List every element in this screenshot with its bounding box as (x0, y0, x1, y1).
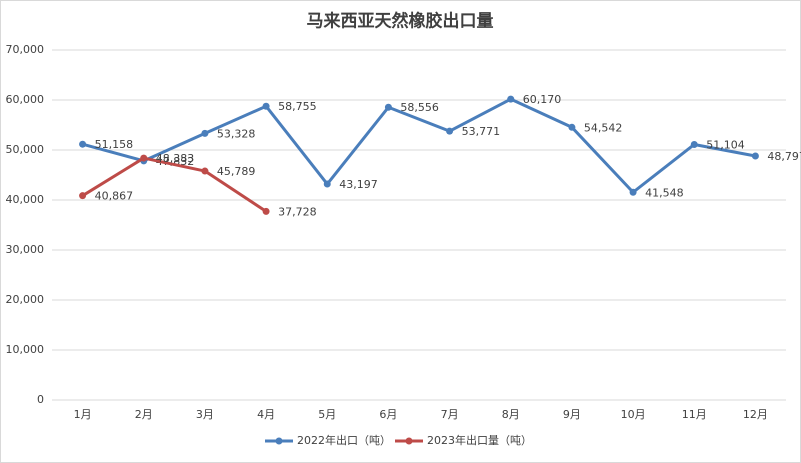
data-point (79, 140, 87, 148)
series-line (82, 97, 756, 194)
x-tick-label: 8月 (502, 408, 520, 421)
y-tick-label: 20,000 (6, 293, 45, 306)
y-tick-label: 60,000 (6, 93, 45, 106)
x-tick-label: 11月 (682, 408, 707, 421)
x-tick-label: 3月 (196, 408, 214, 421)
x-tick-label: 10月 (621, 408, 646, 421)
x-tick-label: 9月 (563, 408, 581, 421)
legend-marker (275, 437, 283, 445)
data-label: 41,548 (645, 186, 684, 199)
legend-label: 2023年出口量（吨） (427, 433, 532, 447)
legend-marker (405, 437, 413, 445)
data-label: 48,383 (156, 152, 195, 165)
data-point (262, 207, 270, 215)
series-line (81, 156, 267, 213)
data-label: 37,728 (278, 205, 317, 218)
data-point (140, 154, 148, 162)
data-point (384, 103, 392, 111)
data-point (690, 140, 698, 148)
data-label: 58,755 (278, 100, 317, 113)
data-point (262, 102, 270, 110)
data-point (507, 95, 515, 103)
y-tick-label: 50,000 (6, 143, 45, 156)
x-tick-label: 4月 (257, 408, 275, 421)
data-point (629, 188, 637, 196)
x-tick-label: 5月 (318, 408, 336, 421)
x-tick-label: 12月 (743, 408, 768, 421)
y-tick-label: 10,000 (6, 343, 45, 356)
data-point (201, 129, 209, 137)
x-tick-label: 2月 (135, 408, 153, 421)
data-point (751, 152, 759, 160)
x-tick-label: 1月 (74, 408, 92, 421)
chart-title: 马来西亚天然橡胶出口量 (307, 11, 494, 32)
data-point (446, 127, 454, 135)
data-label: 48,797 (767, 150, 801, 163)
y-tick-label: 0 (37, 393, 44, 406)
data-label: 60,170 (523, 93, 562, 106)
data-label: 47,832 (156, 155, 195, 168)
data-label: 43,197 (339, 178, 378, 191)
data-point (568, 123, 576, 131)
data-point (323, 180, 331, 188)
data-label: 53,328 (217, 127, 256, 140)
x-tick-label: 6月 (379, 408, 397, 421)
y-tick-label: 30,000 (6, 243, 45, 256)
data-label: 54,542 (584, 121, 623, 134)
y-tick-label: 40,000 (6, 193, 45, 206)
legend-label: 2022年出口（吨） (297, 433, 391, 447)
data-point (79, 192, 87, 200)
data-label: 51,158 (95, 138, 134, 151)
data-label: 58,556 (400, 101, 439, 114)
y-tick-label: 70,000 (6, 43, 45, 56)
data-label: 51,104 (706, 138, 745, 151)
data-label: 45,789 (217, 165, 256, 178)
data-point (201, 167, 209, 175)
data-label: 53,771 (462, 125, 501, 138)
data-label: 40,867 (95, 190, 134, 203)
x-tick-label: 7月 (441, 408, 459, 421)
